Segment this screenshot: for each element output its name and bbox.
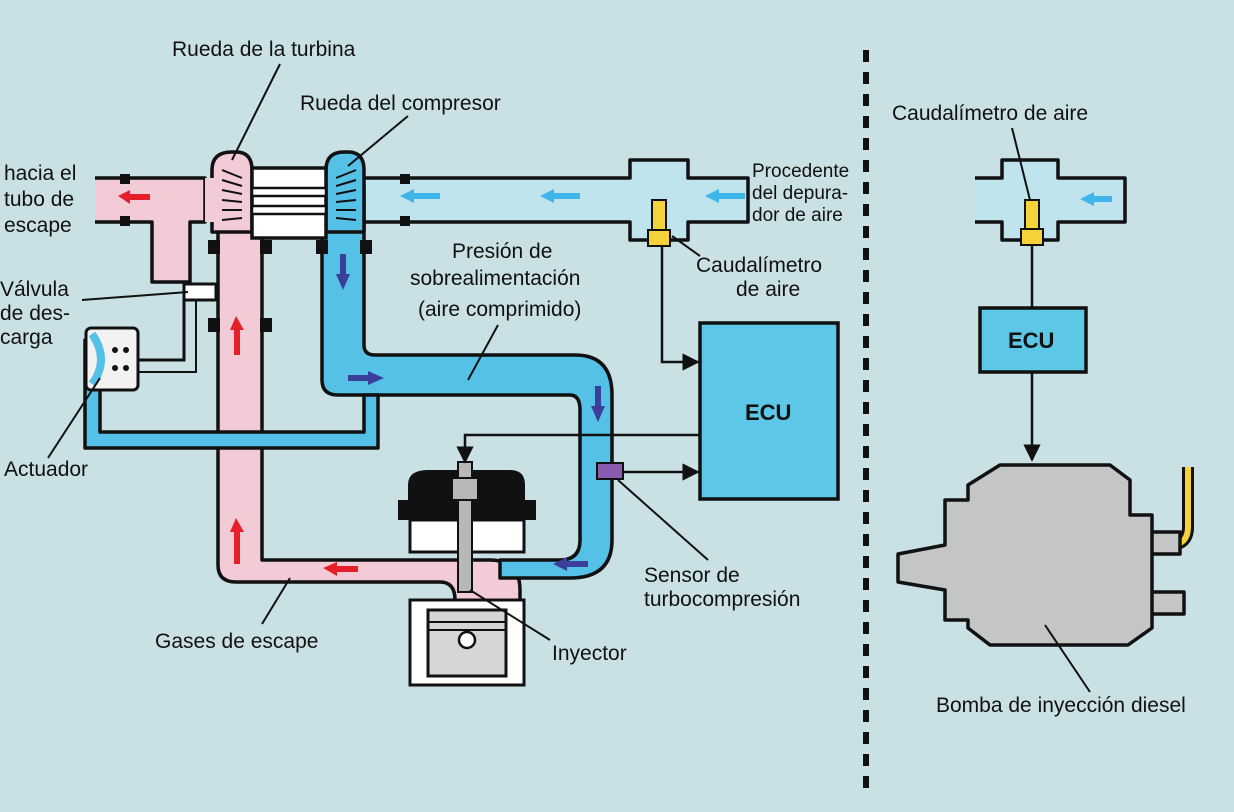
- boost-label-2: sobrealimentación: [410, 267, 581, 290]
- turbine-wheel: [221, 169, 243, 221]
- turbo-center-housing: [250, 166, 328, 240]
- pump-leader: [1044, 624, 1091, 693]
- wastegate-valve: [132, 282, 218, 373]
- ecu-right-label: ECU: [1008, 328, 1055, 353]
- boost-pipe: [320, 183, 614, 580]
- to-exhaust-label-2: tubo de: [4, 188, 75, 211]
- leader-lines: [47, 63, 709, 641]
- wastegate-label-1: Válvula: [0, 278, 69, 301]
- ecu-main-label: ECU: [745, 400, 792, 425]
- right-mass-air-flow-sensor: [1020, 199, 1044, 246]
- wastegate-label-2: de des-: [0, 302, 71, 325]
- exhaust-gases-label: Gases de escape: [155, 630, 319, 653]
- from-filter-label-3: dor de aire: [752, 205, 843, 226]
- actuator-label: Actuador: [4, 458, 89, 481]
- mass-air-flow-sensor: [647, 199, 671, 247]
- from-filter-label-1: Procedente: [752, 161, 850, 182]
- right-intake-pipe: [975, 158, 1127, 242]
- compressor-wheel-label: Rueda del compresor: [300, 92, 501, 115]
- exhaust-outlet-pipe: [95, 176, 207, 284]
- injection-pump: [896, 463, 1194, 647]
- exhaust-flow-arrows: [118, 190, 358, 576]
- boost-flow-arrows: [336, 254, 605, 571]
- injection-pump-label: Bomba de inyección diesel: [936, 694, 1186, 717]
- ecu-right-box: [978, 306, 1088, 374]
- injector-label: Inyector: [552, 642, 627, 665]
- to-exhaust-label-1: hacia el: [4, 162, 77, 185]
- right-sensor-leader: [1011, 127, 1031, 201]
- right-intake-arrow: [1080, 192, 1112, 206]
- actuator: [84, 326, 140, 392]
- boost-label-3: (aire comprimido): [418, 298, 582, 321]
- mass-air-flow-label-2: de aire: [736, 278, 801, 301]
- right-mass-air-flow-label: Caudalímetro de aire: [892, 102, 1089, 125]
- ecu-main-box: [698, 321, 840, 501]
- boost-label-1: Presión de: [452, 240, 553, 263]
- from-filter-label-2: del depura-: [752, 183, 849, 204]
- pipe-flanges: [120, 174, 410, 332]
- wastegate-label-3: carga: [0, 326, 53, 349]
- compressor-wheel: [335, 169, 357, 221]
- boost-sensor-label-2: turbocompresión: [644, 588, 801, 611]
- exhaust-circuit: [95, 150, 522, 617]
- boost-sensor-label-1: Sensor de: [644, 564, 740, 587]
- exhaust-outlet-junction: [205, 178, 218, 222]
- turbine-wheel-label: Rueda de la turbina: [172, 38, 356, 61]
- boost-sensor: [596, 462, 624, 480]
- intake-flow-arrows: [400, 189, 745, 203]
- to-exhaust-label-3: escape: [4, 214, 72, 237]
- mass-air-flow-label-1: Caudalímetro: [696, 254, 823, 277]
- signal-wires: [456, 240, 700, 481]
